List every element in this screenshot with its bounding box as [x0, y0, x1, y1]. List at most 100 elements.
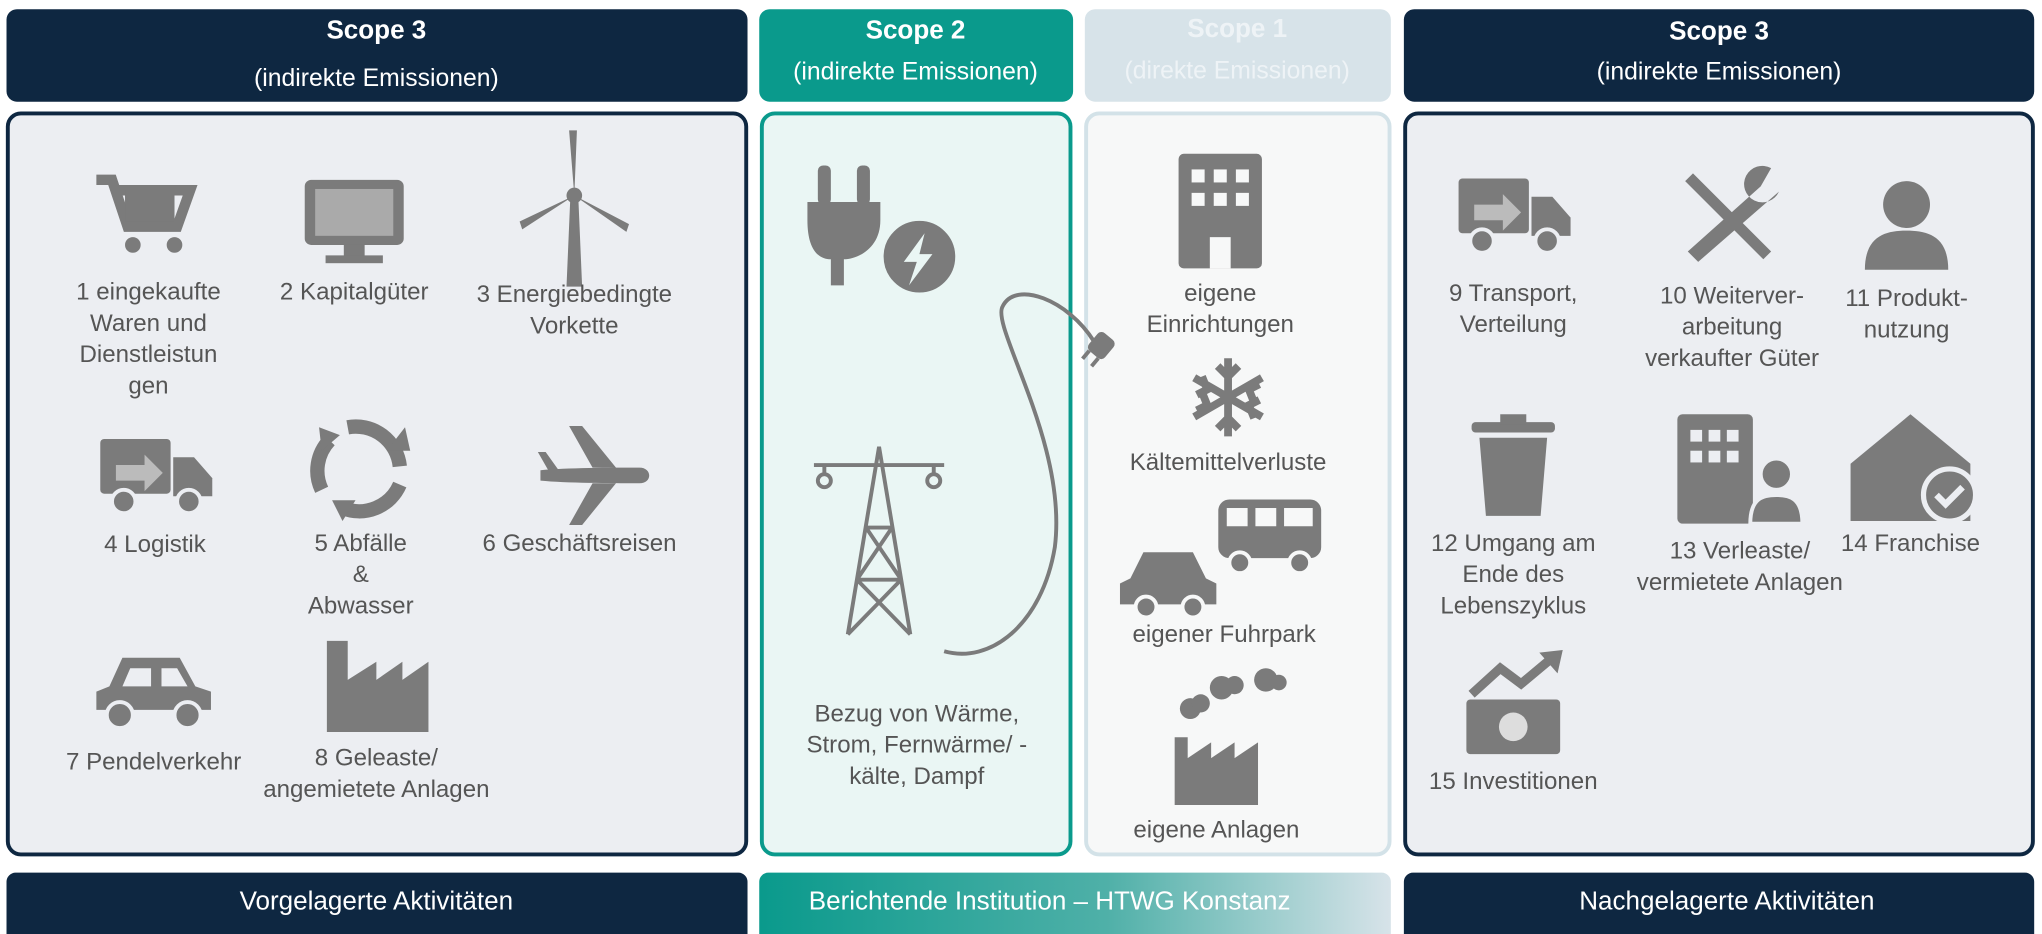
icon-shape	[1533, 227, 1561, 255]
icon-shape	[1226, 508, 1313, 527]
icon-shape	[325, 255, 383, 264]
icon-office	[1677, 414, 1805, 526]
scope-header	[1084, 9, 1391, 102]
icon-truck	[100, 439, 213, 516]
item-label: angemietete Anlagen	[263, 776, 489, 803]
icon-shape	[1920, 466, 1979, 524]
scope-box	[1084, 111, 1392, 857]
item-label: 10 Weiterver-	[1660, 282, 1804, 309]
item-label: &	[353, 561, 369, 588]
icon-shape	[125, 237, 141, 253]
icon-shape	[1191, 192, 1205, 206]
scope-title: Scope 3	[326, 14, 426, 44]
icon-shape	[1255, 508, 1277, 527]
icon-shape	[1748, 493, 1805, 526]
icon-shape	[1081, 349, 1091, 360]
item-label: Vorkette	[530, 312, 618, 339]
scope-title: Scope 1	[1187, 13, 1287, 43]
icon-shape	[1209, 237, 1231, 269]
item-label: Bezug von Wärme,	[814, 700, 1019, 727]
icon-shape	[1179, 668, 1287, 719]
scope-subtitle: (indirekte Emissionen)	[1597, 59, 1842, 86]
icon-shape	[566, 195, 583, 287]
scope-subtitle: (direkte Emissionen)	[1124, 57, 1349, 84]
icon-shape	[1287, 550, 1313, 576]
item-label: 7 Pendelverkehr	[66, 749, 241, 776]
icon-shape	[1192, 358, 1264, 437]
item-label: 15 Investitionen	[1429, 768, 1598, 795]
icon-shape	[1087, 331, 1115, 360]
scope-title: Scope 2	[866, 14, 966, 44]
item-label: 14 Franchise	[1841, 530, 1980, 557]
item-label: Strom, Fernwärme/ -	[806, 732, 1027, 759]
icon-recycle	[310, 419, 411, 522]
icon-snow	[1192, 358, 1264, 437]
icon-money	[1466, 649, 1563, 755]
icon-shape	[166, 237, 183, 253]
item-label: 9 Transport,	[1449, 280, 1577, 307]
item-label: Ende des	[1462, 561, 1564, 588]
icon-shape	[1133, 594, 1159, 620]
icon-shape	[1213, 169, 1227, 183]
icon-shape	[807, 201, 881, 286]
cable	[943, 292, 1096, 656]
icon-shape	[1090, 357, 1100, 368]
icon-shape	[1479, 437, 1548, 516]
item-label: nutzung	[1864, 316, 1950, 343]
icon-shape	[115, 454, 163, 492]
icon-person	[1864, 181, 1949, 270]
icon-shape	[110, 487, 138, 516]
icon-shape	[1192, 358, 1264, 437]
icon-shape	[1174, 737, 1259, 805]
icon-shape	[319, 427, 411, 522]
icon-shape	[1864, 230, 1949, 270]
icon-shape	[1178, 153, 1262, 269]
footer-label: Nachgelagerte Aktivitäten	[1579, 885, 1874, 915]
icon-shape	[175, 487, 203, 516]
icon-shape	[1687, 165, 1779, 262]
icon-shape	[1690, 429, 1703, 442]
icon-shape	[925, 472, 943, 490]
footer-label: Vorgelagerte Aktivitäten	[240, 885, 514, 915]
item-label: vermietete Anlagen	[1637, 569, 1843, 596]
icon-shape	[815, 472, 833, 490]
icon-shape	[537, 425, 650, 525]
item-label: Dienstleistun	[80, 341, 218, 368]
item-label: 5 Abfälle	[315, 530, 407, 557]
icon-shape	[1468, 654, 1556, 698]
cable-plug	[1081, 331, 1115, 368]
icon-shape	[96, 174, 198, 232]
icon-plug	[807, 165, 962, 300]
icon-shape	[1726, 450, 1739, 463]
icon-shape	[856, 165, 870, 205]
icon-shape	[1690, 450, 1703, 463]
icon-shape	[1254, 668, 1278, 692]
icon-shape	[1235, 169, 1249, 183]
icon-shape	[96, 657, 211, 710]
icon-shape	[1934, 484, 1965, 509]
item-label: 13 Verleaste/	[1670, 538, 1811, 565]
icon-shape	[1214, 495, 1326, 563]
icon-shape	[519, 130, 630, 232]
icon-car	[96, 657, 211, 731]
icon-shape	[903, 233, 933, 286]
scope-box	[5, 111, 749, 857]
item-label: verkaufter Güter	[1645, 345, 1819, 372]
icon-fleet	[1119, 495, 1326, 620]
icon-shape	[315, 188, 394, 236]
icon-shape	[1119, 552, 1217, 605]
icon-house	[1850, 414, 1979, 524]
icon-shape	[172, 700, 203, 731]
icon-shape	[1708, 429, 1721, 442]
icon-truck	[1458, 178, 1571, 255]
scope-subtitle: (indirekte Emissionen)	[254, 65, 499, 92]
icon-monitor	[304, 179, 404, 264]
item-label: 8 Geleaste/	[315, 745, 438, 772]
item-label: Kältemittelverluste	[1130, 449, 1327, 476]
icon-shape	[1474, 194, 1522, 231]
icon-shape	[343, 244, 365, 258]
icon-shape	[1226, 508, 1248, 527]
icon-shape	[125, 190, 175, 222]
footer-bar	[1403, 872, 2035, 934]
